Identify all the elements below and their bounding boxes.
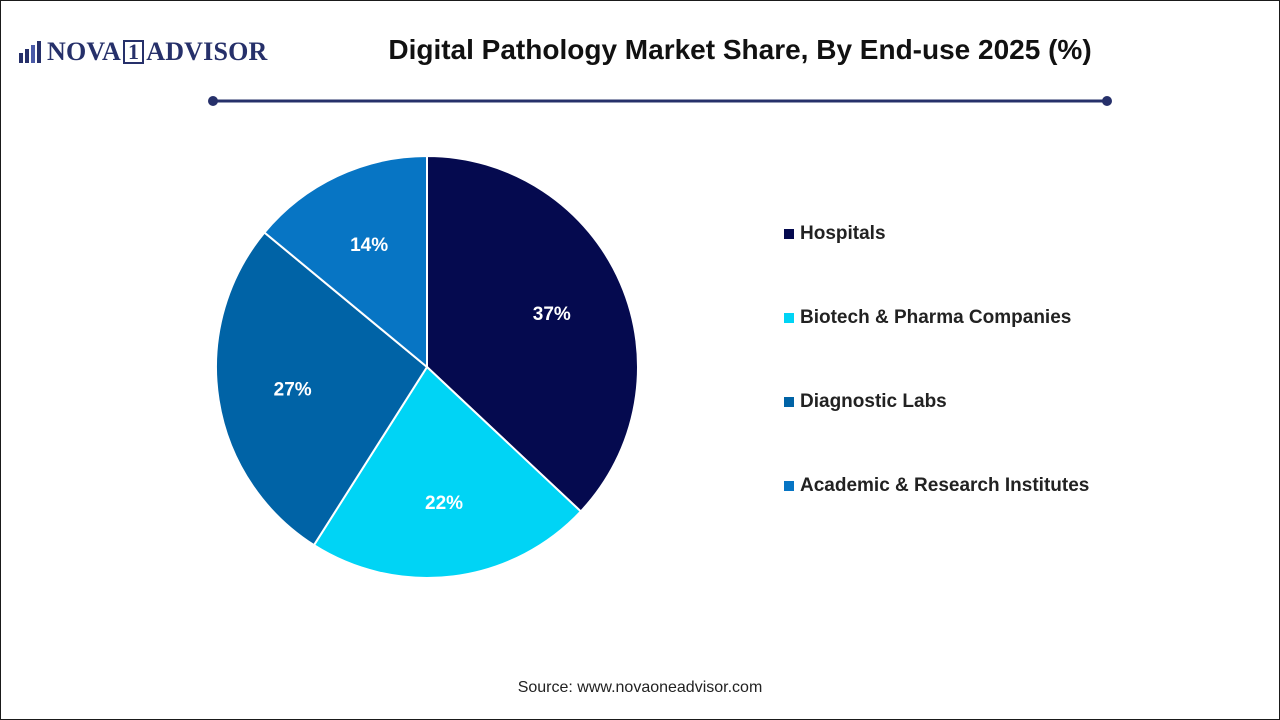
chart-legend: Hospitals Biotech & Pharma Companies Diagn… <box>784 220 1089 556</box>
pie-labels: 37% 22% 27% 14% <box>274 235 571 514</box>
pie-slice-academic-research-institutes <box>263 154 428 370</box>
legend-swatch <box>784 313 794 323</box>
pie-chart: 37% 22% 27% 14% <box>215 154 639 579</box>
legend-swatch <box>784 481 794 491</box>
logo-text-right: ADVISOR <box>146 37 268 66</box>
pie-slices <box>215 154 639 579</box>
logo-text-one: 1 <box>123 40 145 64</box>
legend-swatch <box>784 397 794 407</box>
data-label-academic-research-institutes: 14% <box>350 235 388 256</box>
pie-slice-hospitals <box>426 154 639 513</box>
divider-dot-left <box>208 96 218 106</box>
divider-dot-right <box>1102 96 1112 106</box>
pie-slice-biotech-pharma-companies <box>312 365 583 579</box>
source-note: Source: www.novaoneadvisor.com <box>517 679 763 696</box>
legend-label: Biotech & Pharma Companies <box>800 307 1072 328</box>
legend-label: Hospitals <box>800 223 886 244</box>
legend-item-hospitals: Hospitals <box>784 220 1089 248</box>
data-label-diagnostic-labs: 27% <box>274 379 312 400</box>
legend-label: Diagnostic Labs <box>800 391 947 412</box>
legend-item-academic-research-institutes: Academic & Research Institutes <box>784 472 1089 500</box>
legend-item-diagnostic-labs: Diagnostic Labs <box>784 388 1089 416</box>
data-label-biotech-pharma-companies: 22% <box>425 493 463 514</box>
legend-swatch <box>784 229 794 239</box>
data-label-hospitals: 37% <box>533 304 571 325</box>
legend-item-biotech-pharma-companies: Biotech & Pharma Companies <box>784 304 1089 332</box>
bar-chart-icon <box>19 41 41 63</box>
legend-label: Academic & Research Institutes <box>800 475 1090 496</box>
nova-advisor-logo: NOVA 1 ADVISOR <box>18 36 268 68</box>
pie-slice-diagnostic-labs <box>215 231 429 547</box>
title-divider <box>208 96 1112 106</box>
logo-text-left: NOVA <box>47 37 122 66</box>
chart-title: Digital Pathology Market Share, By End-u… <box>388 34 1092 65</box>
logo-text: NOVA 1 ADVISOR <box>47 37 268 67</box>
